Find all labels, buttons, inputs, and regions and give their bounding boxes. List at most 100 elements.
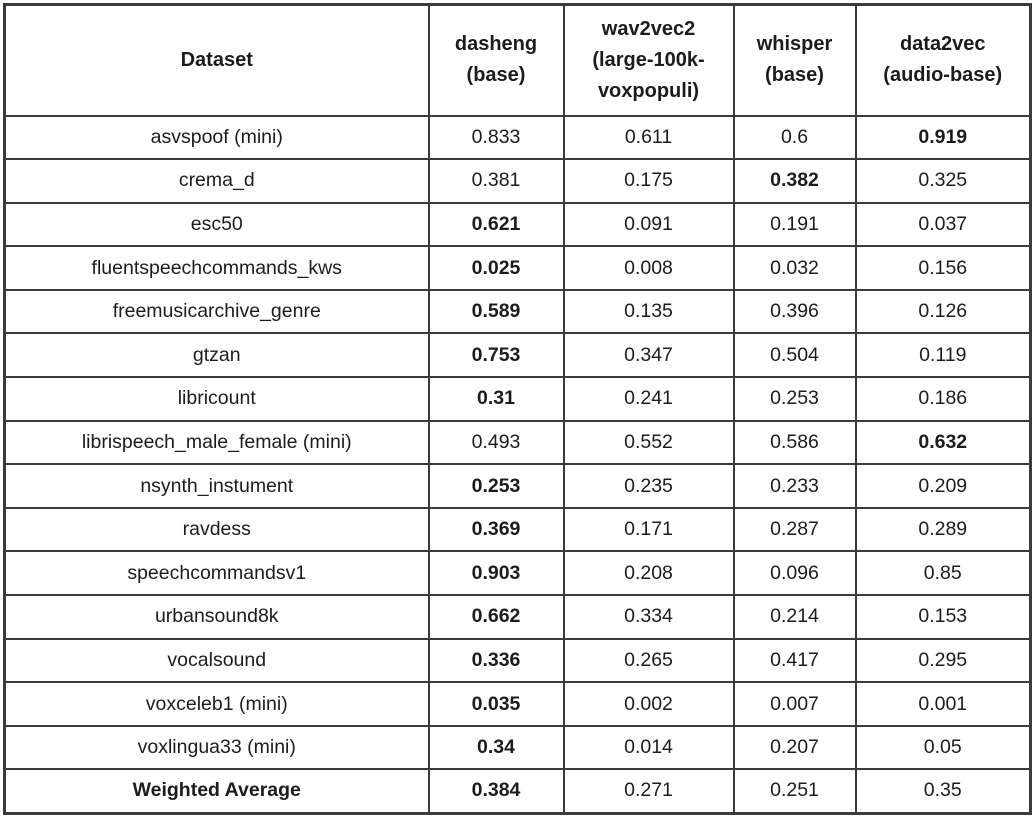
value-cell-data2vec: 0.35 <box>854 768 1032 814</box>
value-cell-dasheng: 0.621 <box>427 201 565 248</box>
table-row: esc50 0.621 0.091 0.191 0.037 <box>3 201 1032 248</box>
value-cell-dasheng: 0.903 <box>427 550 565 597</box>
value-cell-data2vec: 0.156 <box>854 245 1032 291</box>
value-cell-whisper: 0.396 <box>732 288 857 335</box>
value-cell-wav2vec2: 0.175 <box>562 158 735 204</box>
value-cell-whisper: 0.6 <box>732 114 857 161</box>
dataset-cell: crema_d <box>3 158 430 204</box>
table-row: freemusicarchive_genre 0.589 0.135 0.396 0.1… <box>3 288 1032 335</box>
table-header: Dataset dasheng (base) wav2vec2 (large-100… <box>3 3 1032 117</box>
table-row: crema_d 0.381 0.175 0.382 0.325 <box>3 158 1032 204</box>
value-cell-data2vec: 0.85 <box>854 550 1032 597</box>
table-row: gtzan 0.753 0.347 0.504 0.119 <box>3 332 1032 379</box>
table-row: voxlingua33 (mini) 0.34 0.014 0.207 0.05 <box>3 724 1032 771</box>
dataset-cell: voxceleb1 (mini) <box>3 681 430 727</box>
value-cell-dasheng: 0.31 <box>427 376 565 422</box>
value-cell-data2vec: 0.153 <box>854 594 1032 640</box>
value-cell-dasheng: 0.753 <box>427 332 565 379</box>
value-cell-wav2vec2: 0.135 <box>562 288 735 335</box>
value-cell-whisper: 0.504 <box>732 332 857 379</box>
table-row: asvspoof (mini) 0.833 0.611 0.6 0.919 <box>3 114 1032 161</box>
table-body: asvspoof (mini) 0.833 0.611 0.6 0.919 crema_d… <box>3 114 1032 814</box>
table-row: speechcommandsv1 0.903 0.208 0.096 0.85 <box>3 550 1032 597</box>
value-cell-whisper: 0.253 <box>732 376 857 422</box>
value-cell-dasheng: 0.493 <box>427 419 565 466</box>
value-cell-wav2vec2: 0.265 <box>562 637 735 684</box>
value-cell-wav2vec2: 0.271 <box>562 768 735 814</box>
column-header-wav2vec2: wav2vec2 (large-100k- voxpopuli) <box>562 3 735 117</box>
value-cell-whisper: 0.191 <box>732 201 857 248</box>
value-cell-whisper: 0.417 <box>732 637 857 684</box>
table-row: urbansound8k 0.662 0.334 0.214 0.153 <box>3 594 1032 640</box>
value-cell-dasheng: 0.833 <box>427 114 565 161</box>
value-cell-data2vec: 0.919 <box>854 114 1032 161</box>
results-table: Dataset dasheng (base) wav2vec2 (large-100… <box>3 3 1032 815</box>
value-cell-whisper: 0.233 <box>732 463 857 509</box>
value-cell-whisper: 0.586 <box>732 419 857 466</box>
value-cell-dasheng: 0.34 <box>427 724 565 771</box>
value-cell-wav2vec2: 0.347 <box>562 332 735 379</box>
value-cell-data2vec: 0.05 <box>854 724 1032 771</box>
value-cell-wav2vec2: 0.235 <box>562 463 735 509</box>
value-cell-dasheng: 0.253 <box>427 463 565 509</box>
value-cell-data2vec: 0.632 <box>854 419 1032 466</box>
dataset-cell: vocalsound <box>3 637 430 684</box>
table-row: nsynth_instument 0.253 0.235 0.233 0.209 <box>3 463 1032 509</box>
value-cell-whisper: 0.251 <box>732 768 857 814</box>
value-cell-dasheng: 0.369 <box>427 506 565 553</box>
value-cell-whisper: 0.382 <box>732 158 857 204</box>
column-header-dataset: Dataset <box>3 3 430 117</box>
dataset-cell: freemusicarchive_genre <box>3 288 430 335</box>
value-cell-dasheng: 0.035 <box>427 681 565 727</box>
dataset-cell: Weighted Average <box>3 768 430 814</box>
dataset-cell: gtzan <box>3 332 430 379</box>
value-cell-wav2vec2: 0.241 <box>562 376 735 422</box>
table-row: librispeech_male_female (mini) 0.493 0.552… <box>3 419 1032 466</box>
value-cell-wav2vec2: 0.091 <box>562 201 735 248</box>
value-cell-whisper: 0.287 <box>732 506 857 553</box>
dataset-cell: libricount <box>3 376 430 422</box>
value-cell-whisper: 0.096 <box>732 550 857 597</box>
column-header-dasheng: dasheng (base) <box>427 3 565 117</box>
value-cell-data2vec: 0.186 <box>854 376 1032 422</box>
dataset-cell: ravdess <box>3 506 430 553</box>
value-cell-wav2vec2: 0.002 <box>562 681 735 727</box>
value-cell-dasheng: 0.381 <box>427 158 565 204</box>
value-cell-wav2vec2: 0.611 <box>562 114 735 161</box>
column-header-whisper: whisper (base) <box>732 3 857 117</box>
value-cell-wav2vec2: 0.334 <box>562 594 735 640</box>
value-cell-data2vec: 0.289 <box>854 506 1032 553</box>
column-header-data2vec: data2vec (audio-base) <box>854 3 1032 117</box>
value-cell-wav2vec2: 0.008 <box>562 245 735 291</box>
table-row: vocalsound 0.336 0.265 0.417 0.295 <box>3 637 1032 684</box>
dataset-cell: urbansound8k <box>3 594 430 640</box>
dataset-cell: voxlingua33 (mini) <box>3 724 430 771</box>
value-cell-wav2vec2: 0.208 <box>562 550 735 597</box>
dataset-cell: nsynth_instument <box>3 463 430 509</box>
header-row: Dataset dasheng (base) wav2vec2 (large-100… <box>3 3 1032 117</box>
value-cell-data2vec: 0.209 <box>854 463 1032 509</box>
value-cell-wav2vec2: 0.552 <box>562 419 735 466</box>
value-cell-data2vec: 0.037 <box>854 201 1032 248</box>
value-cell-data2vec: 0.119 <box>854 332 1032 379</box>
value-cell-data2vec: 0.126 <box>854 288 1032 335</box>
value-cell-data2vec: 0.001 <box>854 681 1032 727</box>
table-row: Weighted Average 0.384 0.271 0.251 0.35 <box>3 768 1032 814</box>
dataset-cell: esc50 <box>3 201 430 248</box>
dataset-cell: fluentspeechcommands_kws <box>3 245 430 291</box>
value-cell-dasheng: 0.589 <box>427 288 565 335</box>
value-cell-dasheng: 0.662 <box>427 594 565 640</box>
table-row: ravdess 0.369 0.171 0.287 0.289 <box>3 506 1032 553</box>
dataset-cell: asvspoof (mini) <box>3 114 430 161</box>
value-cell-dasheng: 0.384 <box>427 768 565 814</box>
value-cell-whisper: 0.207 <box>732 724 857 771</box>
table-row: libricount 0.31 0.241 0.253 0.186 <box>3 376 1032 422</box>
value-cell-wav2vec2: 0.014 <box>562 724 735 771</box>
dataset-cell: speechcommandsv1 <box>3 550 430 597</box>
value-cell-whisper: 0.032 <box>732 245 857 291</box>
value-cell-dasheng: 0.336 <box>427 637 565 684</box>
value-cell-data2vec: 0.295 <box>854 637 1032 684</box>
value-cell-wav2vec2: 0.171 <box>562 506 735 553</box>
value-cell-whisper: 0.007 <box>732 681 857 727</box>
